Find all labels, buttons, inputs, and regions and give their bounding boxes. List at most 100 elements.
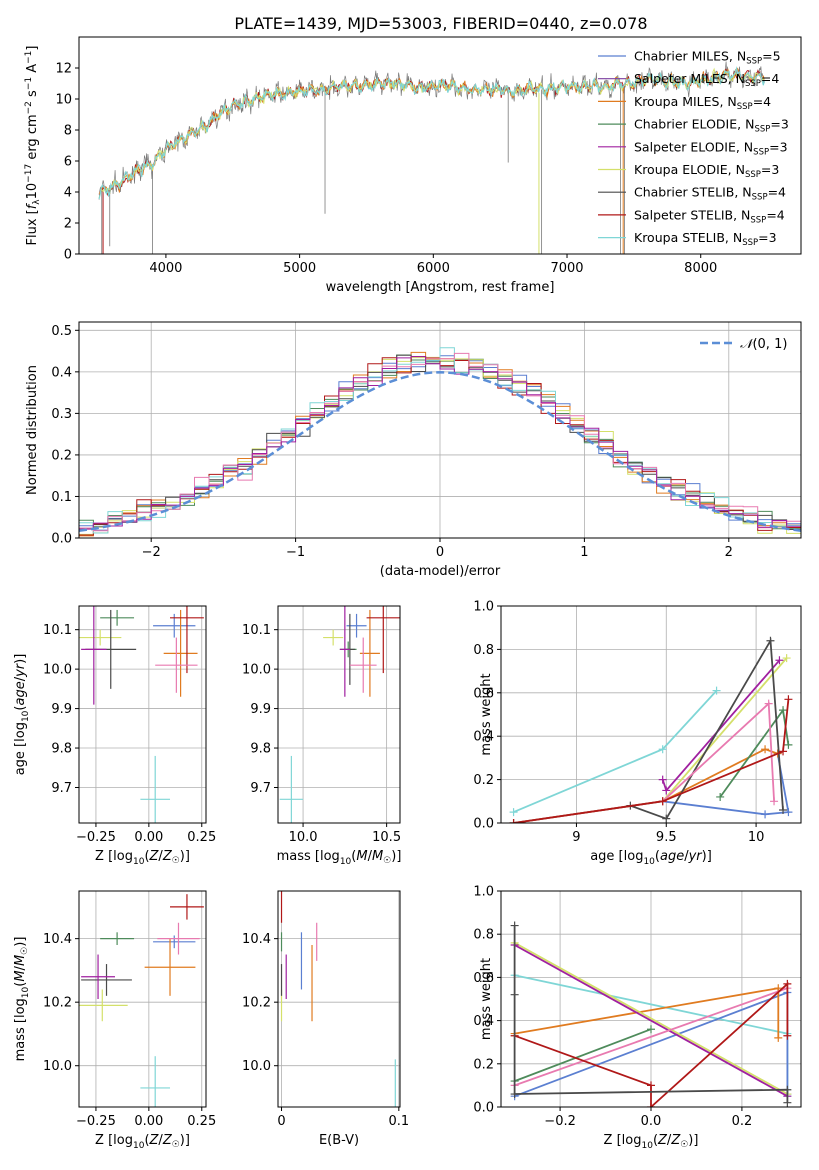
massweight_vs_age-ytick-label-4: 0.8 bbox=[473, 643, 494, 658]
weight-marker-0-2 bbox=[712, 686, 721, 695]
mass_vs_EBV-plot-area bbox=[280, 891, 396, 1107]
weight-marker-0-1 bbox=[658, 745, 667, 754]
residual_hist-xtick-label-4: 2 bbox=[725, 545, 733, 560]
weight-marker-7-3 bbox=[783, 979, 792, 988]
mass_vs_Z-xtick-label-0: −0.25 bbox=[76, 1114, 116, 1129]
label-part: )] bbox=[702, 849, 712, 864]
label-sub: ☉ bbox=[680, 1140, 688, 1150]
spectrum-ytick-label-1: 2 bbox=[64, 217, 72, 232]
massweight_vs_Z-xtick-label-2: 0.2 bbox=[732, 1114, 753, 1129]
weight-marker-6-2 bbox=[766, 636, 775, 645]
histogram-series-7 bbox=[79, 352, 801, 532]
label-sub: 10 bbox=[133, 857, 145, 867]
weight-marker-6-3 bbox=[779, 805, 788, 814]
label-sup: −1 bbox=[24, 51, 34, 64]
age-vs-metallicity-plot: −0.25 0.00 0.259.79.89.910.010.1Z [log10(Z… bbox=[13, 605, 216, 867]
label-part: A bbox=[25, 64, 40, 77]
weight-marker-8-1 bbox=[510, 990, 519, 999]
legend-val: =3 bbox=[770, 117, 788, 132]
label-sup: −17 bbox=[24, 164, 34, 183]
label-part: / bbox=[158, 1133, 163, 1148]
massweight_vs_Z-xtick-label-1: 0.0 bbox=[641, 1114, 662, 1129]
residual_hist-xtick-label-1: −1 bbox=[286, 545, 305, 560]
label-italic: Z bbox=[162, 1133, 173, 1148]
label-part: mass weight bbox=[479, 958, 494, 1040]
weight-marker-8-3 bbox=[784, 695, 793, 704]
mass_vs_EBV-xtick-label-0: 0 bbox=[277, 1114, 285, 1129]
spectrum-xlabel: wavelength [Angstrom, rest frame] bbox=[326, 280, 555, 295]
age_vs_mass-xlabel: mass [log10(M/M☉)] bbox=[277, 849, 402, 867]
mass_vs_Z-plot-area bbox=[79, 894, 204, 1107]
weight-marker-8-2 bbox=[779, 747, 788, 756]
label-sub: 10 bbox=[21, 986, 31, 998]
massweight_vs_age-ytick-label-1: 0.2 bbox=[473, 773, 494, 788]
legend-label-3: Chabrier ELODIE, NSSP=3 bbox=[634, 117, 789, 135]
legend-val: =4 bbox=[766, 207, 784, 222]
label-italic: f bbox=[25, 202, 40, 209]
massweight_vs_Z-xlabel: Z [log10(Z/Z☉)] bbox=[604, 1133, 699, 1151]
age_vs_mass-plot-area bbox=[279, 606, 400, 823]
massweight_vs_age-ytick-label-5: 1.0 bbox=[473, 600, 494, 615]
massweight_vs_age-xlabel: age [log10(age/yr)] bbox=[590, 849, 712, 867]
label-part: ( bbox=[13, 982, 28, 987]
weight-marker-8-2 bbox=[510, 1090, 519, 1099]
legend-val: =3 bbox=[758, 230, 776, 245]
legend-val: =3 bbox=[761, 162, 779, 177]
label-part: )] bbox=[391, 849, 401, 864]
mass_vs_Z-ytick-label-2: 10.4 bbox=[43, 932, 72, 947]
spectrum-frame bbox=[78, 36, 802, 255]
label-part: Z [ bbox=[95, 1133, 113, 1148]
weight-marker-5-0 bbox=[658, 775, 667, 784]
label-part: (data-model)/error bbox=[380, 564, 501, 579]
massweight_vs_Z-ytick-label-1: 0.2 bbox=[473, 1057, 494, 1072]
spectrum-xtick-label-0: 4000 bbox=[149, 261, 182, 276]
weight-marker-7-2 bbox=[647, 1103, 655, 1107]
spectrum-ytick-label-0: 0 bbox=[64, 248, 72, 263]
massweight_vs_age-xtick-label-1: 9.5 bbox=[656, 830, 677, 845]
label-sup: −2 bbox=[24, 101, 34, 114]
weight-marker-3-0 bbox=[716, 792, 725, 801]
age_vs_Z-ytick-label-2: 9.9 bbox=[51, 702, 72, 717]
age_vs_mass-xtick-label-0: 10.0 bbox=[289, 830, 318, 845]
legend-sub: SSP bbox=[745, 79, 761, 89]
spectrum-ytick-label-4: 8 bbox=[64, 124, 72, 139]
spectrum-xtick-label-3: 7000 bbox=[550, 261, 583, 276]
legend-val: =4 bbox=[768, 185, 786, 200]
weight-line-6 bbox=[514, 987, 788, 1087]
label-sub: 10 bbox=[641, 1141, 653, 1151]
legend-sub: SSP bbox=[754, 125, 770, 135]
label-part: Normed distribution bbox=[25, 365, 40, 495]
weight-marker-8-1 bbox=[658, 797, 667, 806]
age_vs_mass-ytick-label-0: 9.7 bbox=[250, 781, 271, 796]
residual_hist-xtick-label-0: −2 bbox=[142, 545, 161, 560]
label-italic: Z bbox=[149, 849, 160, 864]
legend-sub: SSP bbox=[737, 102, 753, 112]
residual_hist-xtick-label-3: 1 bbox=[580, 545, 588, 560]
observed-spectrum-line bbox=[98, 61, 766, 200]
weight-marker-7-2 bbox=[770, 797, 779, 806]
model-line-kroupa-stelib bbox=[98, 66, 765, 200]
mass_vs_EBV-ytick-label-1: 10.2 bbox=[242, 996, 271, 1011]
mass_vs_EBV-xlabel: E(B-V) bbox=[319, 1133, 359, 1148]
age_vs_mass-frame bbox=[277, 605, 401, 824]
massweight_vs_Z-ylabel: mass weight bbox=[479, 958, 494, 1040]
label-part: age [ bbox=[13, 742, 28, 775]
massweight_vs_age-ytick-label-0: 0.0 bbox=[473, 817, 494, 832]
legend-sub: SSP bbox=[753, 147, 769, 157]
label-sup: −1 bbox=[24, 77, 34, 90]
mass_vs_Z-xtick-label-2: 0.25 bbox=[187, 1114, 216, 1129]
label-part: ] bbox=[25, 46, 40, 51]
mass_vs_Z-xlabel: Z [log10(Z/Z☉)] bbox=[95, 1133, 190, 1151]
weight-marker-8-0 bbox=[509, 819, 518, 823]
label-sub: ☉ bbox=[383, 856, 391, 866]
label-part: ( bbox=[653, 1133, 658, 1148]
mass_vs_EBV-ytick-label-2: 10.4 bbox=[242, 932, 271, 947]
label-part: mass [ bbox=[277, 849, 320, 864]
weight-marker-4-1 bbox=[782, 654, 791, 663]
massweight_vs_Z-plot-area bbox=[510, 921, 792, 1107]
mass_vs_Z-ytick-label-1: 10.2 bbox=[43, 996, 72, 1011]
label-part: s bbox=[25, 90, 40, 101]
weight-marker-6-1 bbox=[662, 814, 671, 823]
age_vs_mass-ytick-label-3: 10.0 bbox=[242, 663, 271, 678]
